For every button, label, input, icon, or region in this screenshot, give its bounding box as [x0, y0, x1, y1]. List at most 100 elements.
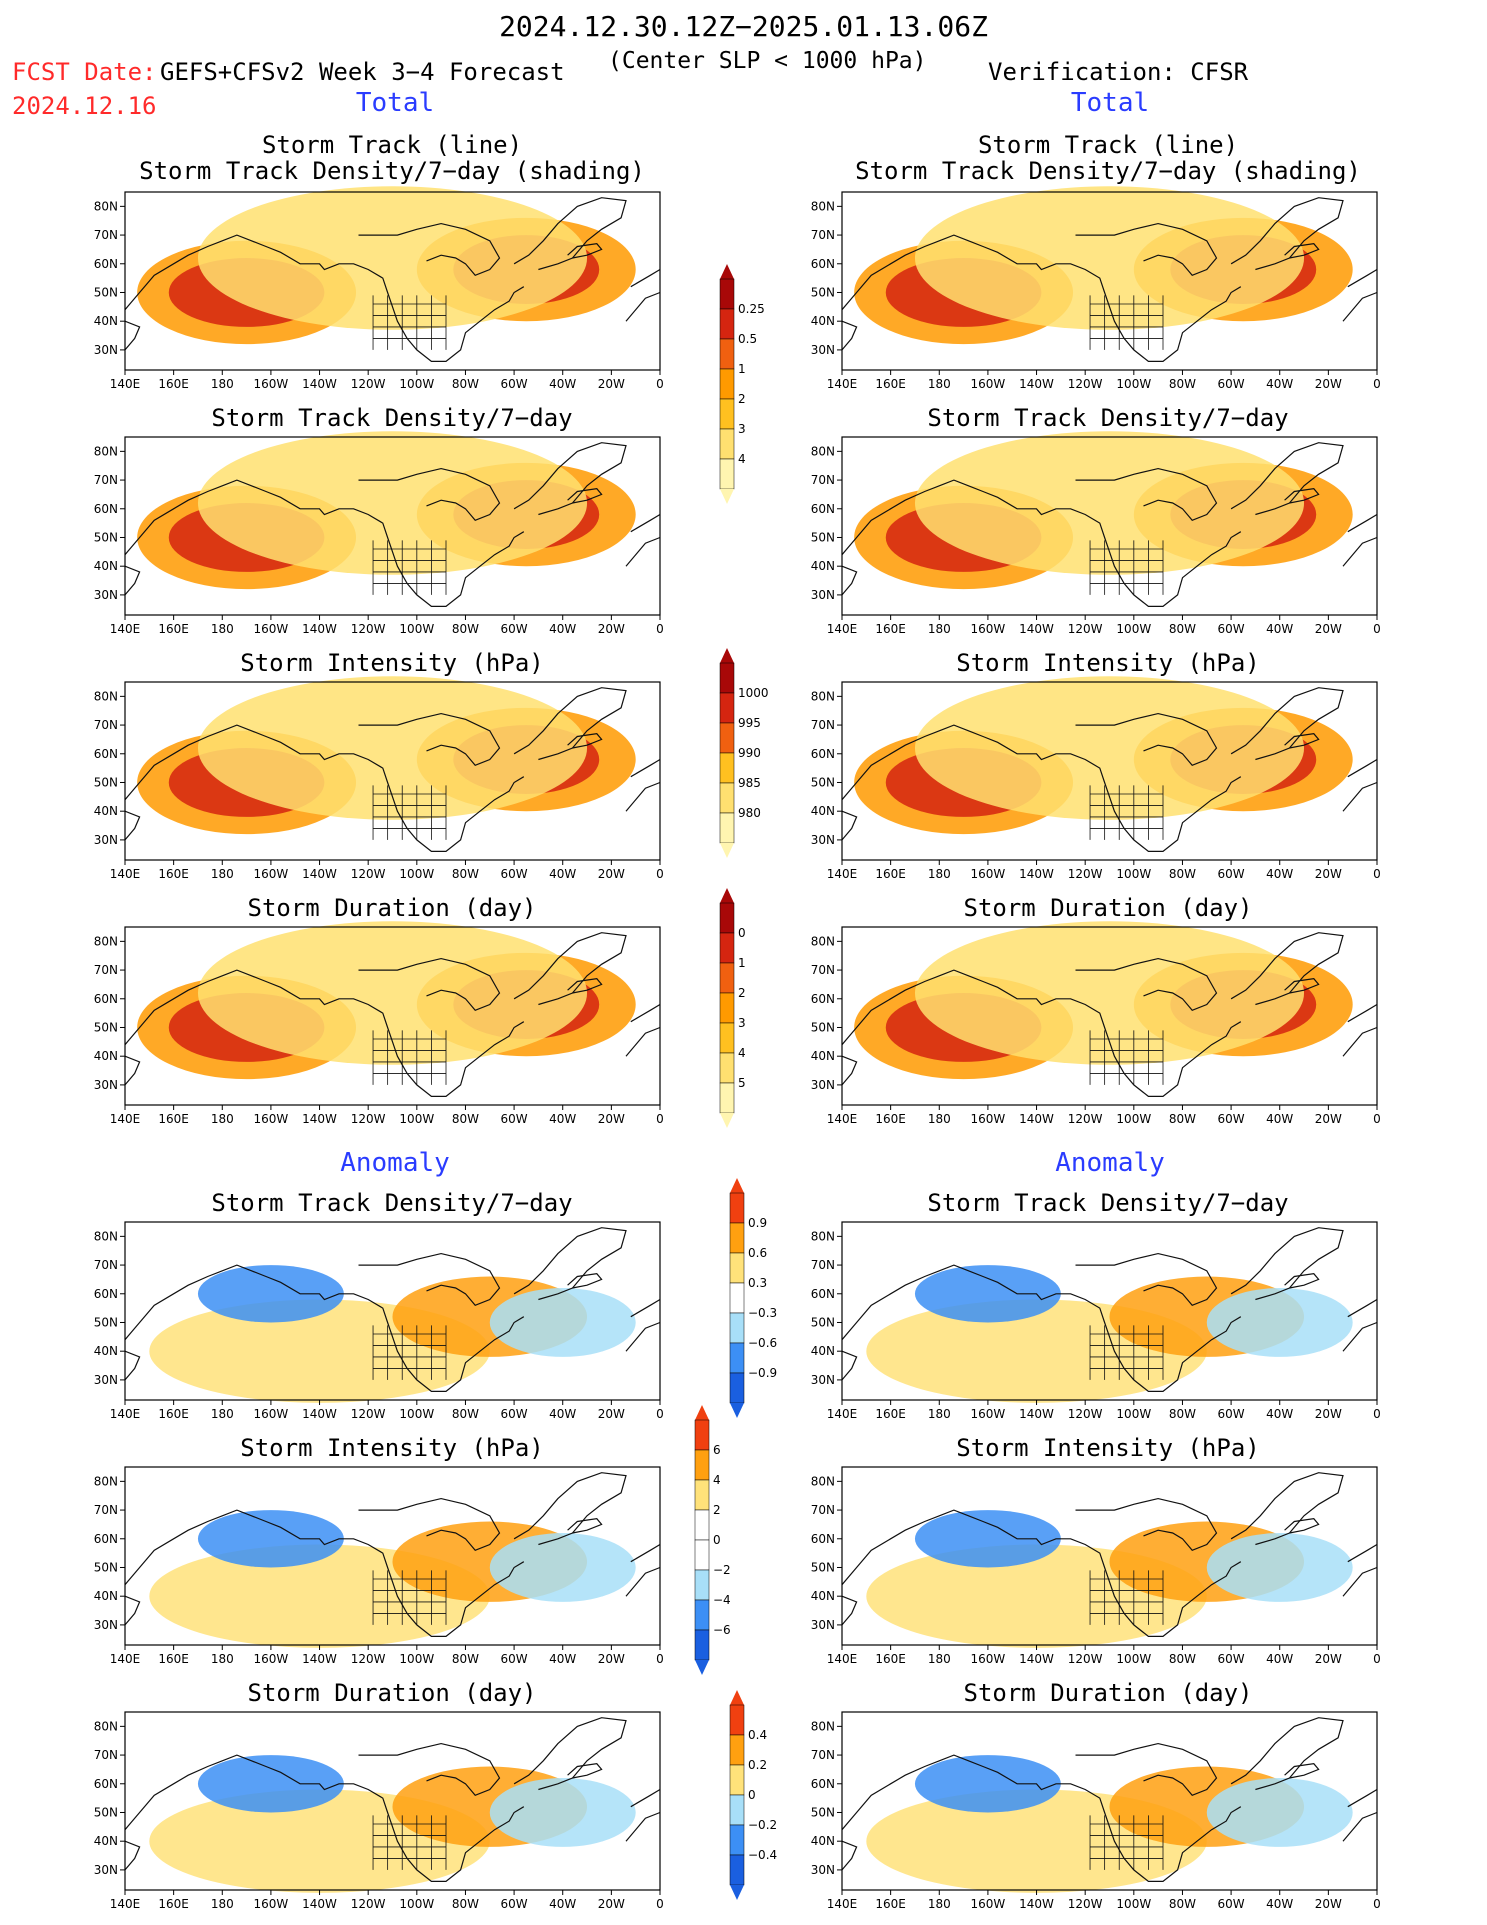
lon-tick-label: 20W: [1315, 622, 1342, 636]
lon-tick-label: 160W: [971, 1897, 1006, 1911]
lon-tick-label: 40W: [549, 622, 576, 636]
lon-tick-label: 160W: [254, 867, 289, 881]
map-canvas: 140E 160E 180 160W 140W 120W 100W 80W 60W 40W 20W 0…: [94, 1711, 664, 1911]
lon-tick-label: 160E: [158, 1652, 189, 1666]
lon-tick-label: 80W: [452, 867, 479, 881]
lon-tick-label: 100W: [399, 867, 434, 881]
lon-tick-label: 140E: [110, 1407, 141, 1421]
lat-tick-label: 60N: [811, 1287, 835, 1301]
fcst-date-label: FCST Date:: [12, 58, 157, 86]
lat-tick-label: 70N: [811, 1258, 835, 1272]
lon-tick-label: 180: [211, 622, 234, 636]
lon-tick-label: 100W: [399, 1112, 434, 1126]
lat-tick-label: 70N: [94, 1503, 118, 1517]
lon-tick-label: 160E: [158, 1407, 189, 1421]
lon-tick-label: 120W: [1068, 1897, 1103, 1911]
lon-tick-label: 100W: [1116, 622, 1151, 636]
colorbar-label: 4: [738, 452, 746, 466]
verification-label: Verification: CFSR: [988, 58, 1249, 86]
lon-tick-label: 160E: [158, 1897, 189, 1911]
lon-tick-label: 120W: [1068, 1112, 1103, 1126]
colorbar-label: 995: [738, 716, 761, 730]
lon-tick-label: 40W: [1266, 377, 1293, 391]
lon-tick-label: 20W: [598, 867, 625, 881]
lon-tick-label: 160E: [875, 867, 906, 881]
colorbar-label: 2: [713, 1503, 721, 1517]
lon-tick-label: 80W: [1169, 1407, 1196, 1421]
colorbar-duration-anom: 0.4 0.2 0 −0.2 −0.4: [729, 1690, 790, 1900]
lon-tick-label: 60W: [501, 1897, 528, 1911]
lon-tick-label: 160W: [971, 1652, 1006, 1666]
lon-tick-label: 80W: [1169, 377, 1196, 391]
colorbar-label: 0.3: [748, 1276, 767, 1290]
map-canvas: 140E 160E 180 160W 140W 120W 100W 80W 60W 40W 20W 0…: [811, 1221, 1381, 1421]
lon-tick-label: 40W: [549, 1112, 576, 1126]
lat-tick-label: 80N: [94, 934, 118, 948]
lat-tick-label: 80N: [94, 444, 118, 458]
lon-tick-label: 60W: [1218, 1112, 1245, 1126]
lon-tick-label: 160E: [875, 1652, 906, 1666]
lat-tick-label: 70N: [94, 963, 118, 977]
title-duration-total-right: Storm Duration (day): [963, 894, 1253, 922]
section-anomaly-right: Anomaly: [1055, 1148, 1165, 1178]
colorbar-canvas: 0.25 0.5 1 2 3 4: [719, 264, 765, 504]
lat-tick-label: 60N: [811, 257, 835, 271]
lon-tick-label: 40W: [1266, 1112, 1293, 1126]
colorbar-label: 0.6: [748, 1246, 767, 1260]
title-track-line-left: Storm Track (line): [261, 131, 523, 159]
lon-tick-label: 180: [211, 867, 234, 881]
map-canvas: 140E 160E 180 160W 140W 120W 100W 80W 60W 40W 20W 0…: [811, 1466, 1381, 1666]
title-duration-anom-left: Storm Duration (day): [247, 1679, 537, 1707]
lat-tick-label: 80N: [811, 199, 835, 213]
colorbar-label: 1: [738, 956, 746, 970]
lon-tick-label: 140E: [110, 377, 141, 391]
lat-tick-label: 50N: [94, 530, 118, 544]
lon-tick-label: 20W: [1315, 1652, 1342, 1666]
lat-tick-label: 60N: [94, 1777, 118, 1791]
map-canvas: 140E 160E 180 160W 140W 120W 100W 80W 60W 40W 20W 0…: [94, 186, 664, 391]
lon-tick-label: 60W: [501, 622, 528, 636]
lon-tick-label: 180: [928, 1652, 951, 1666]
lon-tick-label: 140W: [1019, 1112, 1054, 1126]
fcst-date-value: 2024.12.16: [12, 92, 157, 120]
map-canvas: 140E 160E 180 160W 140W 120W 100W 80W 60W 40W 20W 0…: [94, 1466, 664, 1666]
lon-tick-label: 120W: [351, 1112, 386, 1126]
lon-tick-label: 60W: [501, 1652, 528, 1666]
lat-tick-label: 60N: [94, 257, 118, 271]
lat-tick-label: 50N: [94, 1805, 118, 1819]
colorbar-label: 1: [738, 362, 746, 376]
lon-tick-label: 160W: [971, 1112, 1006, 1126]
lon-tick-label: 160E: [158, 867, 189, 881]
section-anomaly-left: Anomaly: [340, 1148, 450, 1178]
lon-tick-label: 160W: [254, 1112, 289, 1126]
lon-tick-label: 0: [1373, 1652, 1381, 1666]
lat-tick-label: 50N: [94, 775, 118, 789]
lon-tick-label: 160W: [254, 622, 289, 636]
colorbar-label: 2: [738, 392, 746, 406]
map-density-total-verification: 140E 160E 180 160W 140W 120W 100W 80W 60W 40W 20W 0…: [811, 431, 1381, 636]
lon-tick-label: 100W: [1116, 1897, 1151, 1911]
lon-tick-label: 20W: [598, 1897, 625, 1911]
lon-tick-label: 100W: [399, 1652, 434, 1666]
title-duration-total-left: Storm Duration (day): [247, 894, 537, 922]
colorbar-density-anom: 0.9 0.6 0.3 −0.3 −0.6 −0.9: [729, 1178, 790, 1418]
lon-tick-label: 0: [1373, 1897, 1381, 1911]
lon-tick-label: 0: [656, 1652, 664, 1666]
lon-tick-label: 20W: [1315, 1897, 1342, 1911]
lon-tick-label: 80W: [452, 1897, 479, 1911]
map-canvas: 140E 160E 180 160W 140W 120W 100W 80W 60W 40W 20W 0…: [94, 921, 664, 1126]
lon-tick-label: 40W: [549, 1897, 576, 1911]
lon-tick-label: 180: [928, 377, 951, 391]
lon-tick-label: 0: [656, 377, 664, 391]
colorbar-intensity-anom: 6 4 2 0 −2 −4 −6: [694, 1405, 755, 1675]
lon-tick-label: 140W: [302, 1112, 337, 1126]
colorbar-density-total: 0.25 0.5 1 2 3 4: [719, 264, 780, 504]
lon-tick-label: 120W: [351, 622, 386, 636]
lat-tick-label: 50N: [811, 1315, 835, 1329]
lon-tick-label: 100W: [1116, 377, 1151, 391]
lat-tick-label: 60N: [94, 502, 118, 516]
lat-tick-label: 60N: [94, 1287, 118, 1301]
lat-tick-label: 60N: [811, 1532, 835, 1546]
lon-tick-label: 120W: [1068, 622, 1103, 636]
lat-tick-label: 30N: [811, 833, 835, 847]
